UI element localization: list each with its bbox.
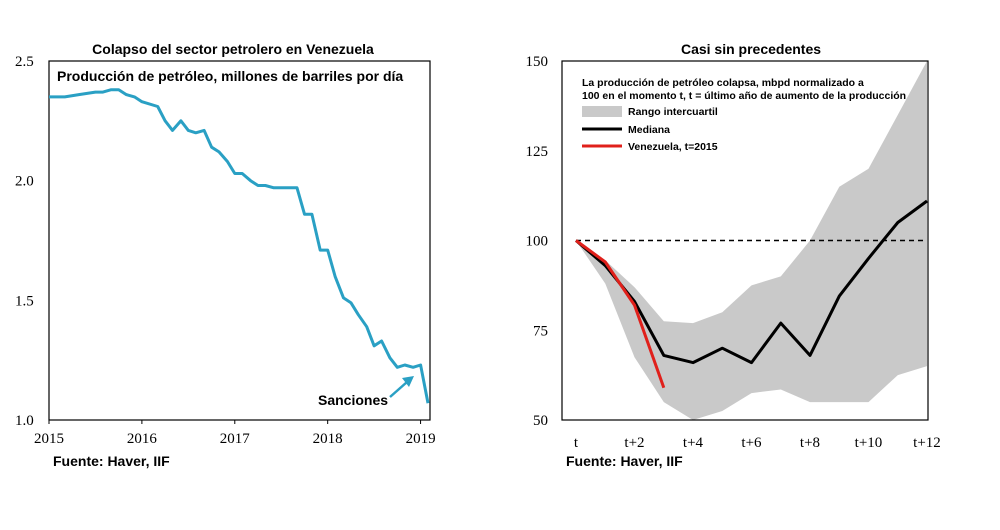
- legend-swatch-range: [582, 106, 622, 117]
- left-x-tick-label: 2019: [406, 431, 436, 447]
- left-chart-subtitle: Producción de petróleo, millones de barr…: [57, 68, 403, 84]
- right-x-tick-label: t+12: [913, 435, 941, 451]
- right-y-tick-label: 50: [533, 413, 548, 429]
- right-y-tick-label: 150: [526, 54, 549, 70]
- left-series-line: [49, 88, 430, 404]
- legend-label-median: Mediana: [628, 124, 670, 136]
- left-y-axis: 2.5 2.0 1.5 1.0: [15, 54, 34, 429]
- left-y-tick-label: 2.0: [15, 174, 34, 190]
- median-series-line: [575, 199, 928, 365]
- right-note-line2: 100 en el momento t, t = último año de a…: [582, 90, 906, 102]
- right-note-line1: La producción de petróleo colapsa, mbpd …: [582, 77, 864, 89]
- right-x-tick-label: t+4: [683, 435, 704, 451]
- right-x-tick-label: t: [574, 435, 579, 451]
- left-x-axis: 2015 2016 2017 2018 2019: [34, 420, 436, 447]
- left-y-tick-label: 1.5: [15, 293, 34, 309]
- right-x-tick-label: t+8: [800, 435, 820, 451]
- right-chart-title: Casi sin precedentes: [681, 41, 821, 57]
- left-chart-title: Colapso del sector petrolero en Venezuel…: [92, 41, 374, 57]
- left-y-tick-label: 1.0: [15, 413, 34, 429]
- right-x-tick-label: t+10: [855, 435, 883, 451]
- left-y-tick-label: 2.5: [15, 54, 34, 70]
- right-x-tick-label: t+6: [741, 435, 762, 451]
- interquartile-range-band: [576, 61, 927, 420]
- sanctions-annotation: Sanciones: [318, 392, 388, 408]
- venezuela-series-line: [575, 239, 666, 389]
- right-y-tick-label: 75: [533, 323, 548, 339]
- legend-label-venezuela: Venezuela, t=2015: [628, 141, 718, 153]
- right-y-axis: 150 125 100 75 50: [526, 54, 549, 429]
- left-x-tick-label: 2016: [127, 431, 158, 447]
- right-y-tick-label: 125: [526, 144, 549, 160]
- right-plot-frame: [561, 60, 929, 421]
- right-x-axis: t t+2 t+4 t+6 t+8 t+10 t+12: [574, 435, 941, 451]
- left-source: Fuente: Haver, IIF: [53, 453, 170, 469]
- left-x-tick-label: 2018: [313, 431, 343, 447]
- legend-label-range: Rango intercuartil: [628, 106, 718, 118]
- right-y-tick-label: 100: [526, 234, 549, 250]
- right-source: Fuente: Haver, IIF: [566, 453, 683, 469]
- right-x-tick-label: t+2: [624, 435, 644, 451]
- sanctions-arrow: [389, 376, 414, 398]
- left-x-tick-label: 2017: [220, 431, 251, 447]
- left-x-tick-label: 2015: [34, 431, 64, 447]
- legend: Rango intercuartil Mediana Venezuela, t=…: [582, 106, 718, 153]
- left-plot-frame: [48, 60, 431, 421]
- left-chart: Colapso del sector petrolero en Venezuel…: [15, 41, 436, 469]
- right-chart: Casi sin precedentes La producción de pe…: [526, 41, 941, 469]
